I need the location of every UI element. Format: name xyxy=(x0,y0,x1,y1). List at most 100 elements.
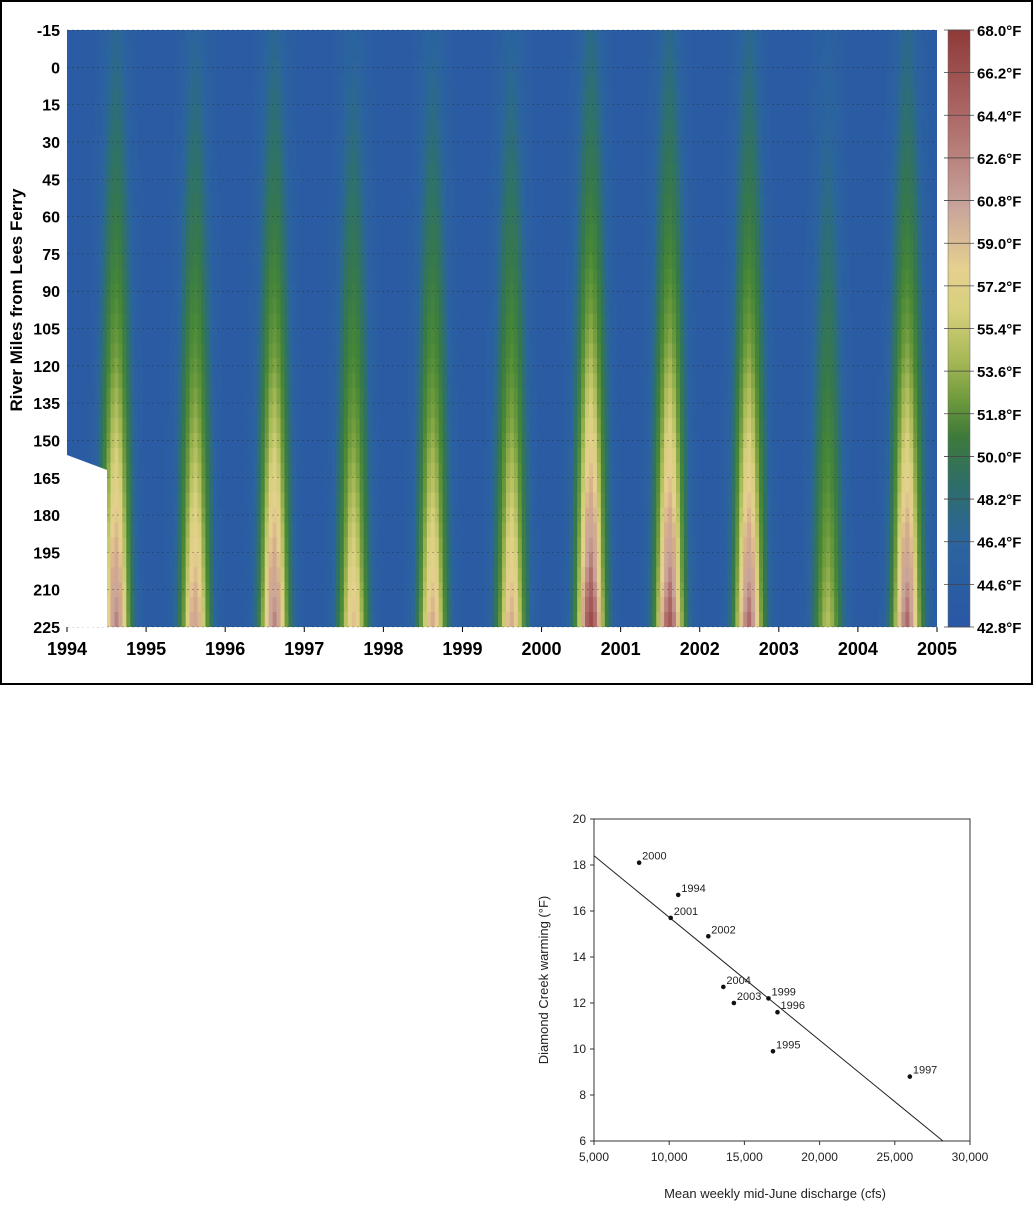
heatmap-cell xyxy=(351,268,357,285)
heatmap-cell xyxy=(316,612,321,627)
heatmap-cell xyxy=(533,343,539,359)
heatmap-cell xyxy=(422,313,428,330)
heatmap-cell xyxy=(233,30,238,46)
heatmap-cell xyxy=(505,238,511,255)
heatmap-cell xyxy=(434,373,440,389)
heatmap-cell xyxy=(426,582,432,598)
heatmap-cell xyxy=(395,507,400,524)
heatmap-cell xyxy=(78,283,84,300)
heatmap-cell xyxy=(201,104,206,121)
heatmap-cell xyxy=(549,253,554,270)
heatmap-cell xyxy=(450,358,456,374)
heatmap-cell xyxy=(205,268,210,285)
heatmap-cell xyxy=(173,298,179,315)
heatmap-cell xyxy=(339,194,345,210)
heatmap-cell xyxy=(300,283,305,300)
heatmap-cell xyxy=(177,253,183,270)
heatmap-cell xyxy=(260,388,266,404)
heatmap-cell xyxy=(422,507,428,524)
heatmap-cell xyxy=(438,492,444,509)
heatmap-cell xyxy=(549,283,554,300)
heatmap-cell xyxy=(379,612,384,627)
heatmap-cell xyxy=(537,462,543,479)
temperature-heatmap xyxy=(67,30,937,627)
heatmap-cell xyxy=(150,358,155,374)
heatmap-cell xyxy=(205,418,210,434)
heatmap-cell xyxy=(197,358,203,374)
heatmap-cell xyxy=(268,179,274,195)
heatmap-cell xyxy=(157,432,163,449)
heatmap-cell xyxy=(541,30,547,46)
heatmap-cell xyxy=(268,477,274,494)
heatmap-cell xyxy=(331,343,337,359)
heatmap-cell xyxy=(517,403,523,419)
heatmap-cell xyxy=(205,432,210,449)
heatmap-cell xyxy=(241,268,246,285)
heatmap-cell xyxy=(130,194,135,210)
heatmap-cell xyxy=(411,253,416,270)
heatmap-cell xyxy=(363,328,369,345)
heatmap-cell xyxy=(138,149,143,165)
heatmap-cell xyxy=(300,403,305,419)
heatmap-cell xyxy=(201,477,206,494)
heatmap-cell xyxy=(557,119,562,136)
heatmap-cell xyxy=(268,224,274,240)
heatmap-cell xyxy=(189,224,195,240)
heatmap-cell xyxy=(98,418,104,434)
heatmap-cell xyxy=(237,582,242,598)
heatmap-cell xyxy=(90,179,96,195)
heatmap-cell xyxy=(205,492,210,509)
heatmap-cell xyxy=(181,119,187,136)
heatmap-cell xyxy=(165,552,171,568)
heatmap-cell xyxy=(146,447,151,464)
heatmap-cell xyxy=(324,432,329,449)
heatmap-cell xyxy=(339,567,345,583)
heatmap-cell xyxy=(177,119,183,136)
heatmap-cell xyxy=(213,313,218,330)
heatmap-cell xyxy=(316,194,321,210)
heatmap-cell xyxy=(430,149,436,165)
heatmap-cell xyxy=(415,462,420,479)
heatmap-cell xyxy=(126,283,131,300)
heatmap-cell xyxy=(462,403,467,419)
heatmap-cell xyxy=(450,582,456,598)
heatmap-cell xyxy=(304,253,309,270)
heatmap-cell xyxy=(426,74,432,91)
heatmap-cell xyxy=(106,238,112,255)
heatmap-cell xyxy=(205,74,210,91)
heatmap-cell xyxy=(442,373,448,389)
heatmap-cell xyxy=(557,418,562,434)
heatmap-cell xyxy=(521,432,527,449)
heatmap-cell xyxy=(90,447,96,464)
heatmap-cell xyxy=(387,30,392,46)
heatmap-cell xyxy=(110,477,116,494)
heatmap-cell xyxy=(462,298,467,315)
heatmap-cell xyxy=(181,328,187,345)
heatmap-cell xyxy=(549,238,554,255)
heatmap-cell xyxy=(161,582,167,598)
heatmap-cell xyxy=(217,104,222,121)
heatmap-cell xyxy=(343,149,349,165)
heatmap-cell xyxy=(498,447,503,464)
heatmap-cell xyxy=(308,104,313,121)
heatmap-cell xyxy=(458,522,464,539)
heatmap-cell xyxy=(157,268,163,285)
heatmap-cell xyxy=(241,492,246,509)
heatmap-cell xyxy=(351,283,357,300)
heatmap-cell xyxy=(181,462,187,479)
heatmap-cell xyxy=(486,418,491,434)
heatmap-cell xyxy=(505,209,511,225)
heatmap-cell xyxy=(312,74,317,91)
heatmap-cell xyxy=(134,418,139,434)
heatmap-cell xyxy=(150,582,155,598)
heatmap-cell xyxy=(248,164,254,180)
heatmap-cell xyxy=(197,194,203,210)
heatmap-cell xyxy=(193,149,199,165)
heatmap-cell xyxy=(173,59,179,76)
heatmap-cell xyxy=(138,403,143,419)
heatmap-cell xyxy=(541,537,547,553)
heatmap-cell xyxy=(347,44,353,61)
heatmap-cell xyxy=(177,552,183,568)
heatmap-cell xyxy=(264,313,270,330)
heatmap-cell xyxy=(161,597,167,613)
